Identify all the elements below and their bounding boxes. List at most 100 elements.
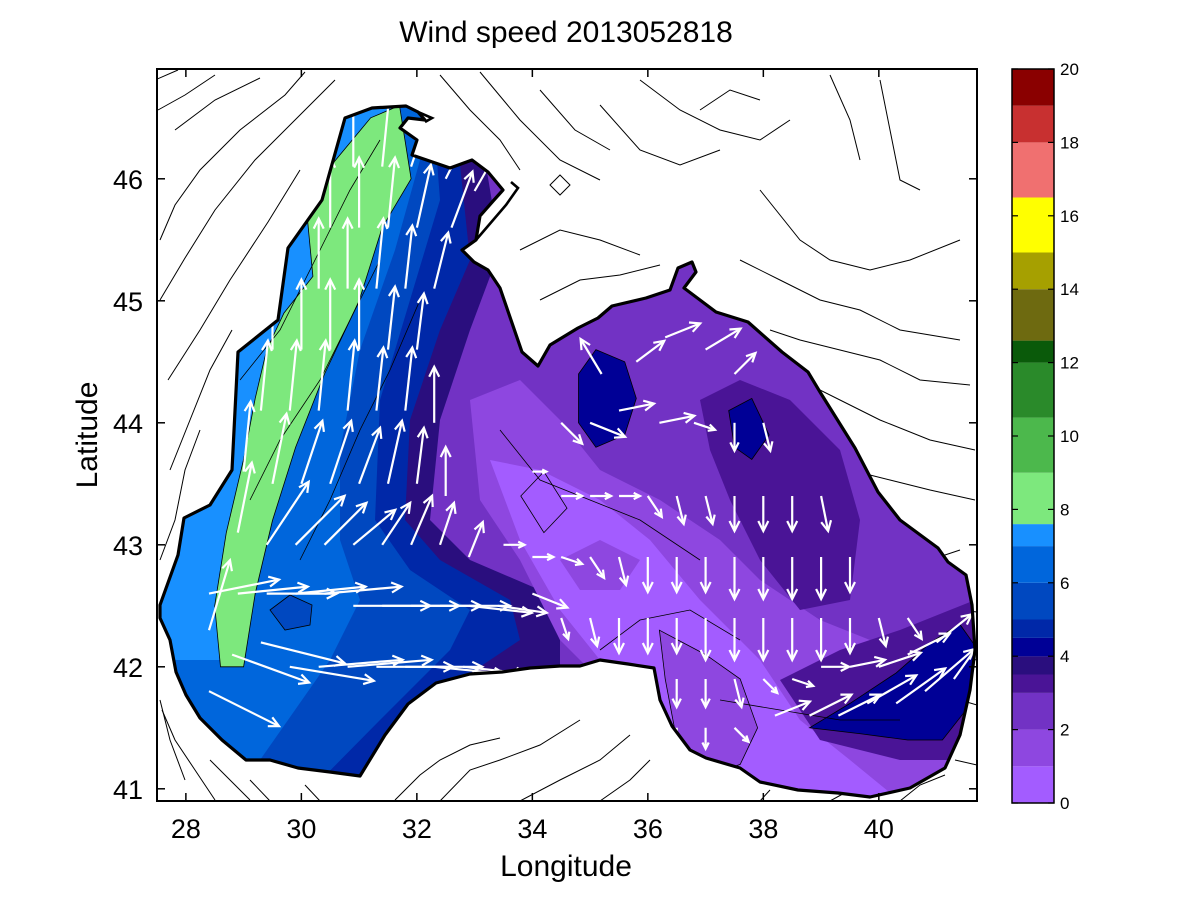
speed-band-eddy (269, 594, 313, 631)
colorbar-band (1012, 637, 1054, 657)
wind-vector (646, 495, 664, 520)
wind-vector (208, 575, 282, 595)
wind-vector (294, 494, 347, 546)
wind-vector (231, 653, 312, 685)
wind-vector (699, 618, 712, 663)
wind-vector (699, 557, 712, 595)
wind-vector (664, 321, 703, 339)
wind-vector (265, 479, 311, 546)
wind-vector (675, 495, 687, 527)
wind-vector (381, 500, 412, 546)
wind-vector (895, 666, 948, 705)
land-contour (169, 329, 233, 471)
land-contour (829, 74, 861, 161)
colorbar-band (1012, 362, 1054, 418)
colorbar-band (1012, 674, 1054, 693)
wind-vector (560, 555, 585, 567)
colorbar-tick-label: 14 (1060, 280, 1079, 299)
x-tick-label: 28 (171, 814, 201, 844)
wind-vector (815, 618, 828, 663)
wind-vector (386, 284, 400, 350)
land-contour (539, 264, 661, 301)
colorbar-tick-label: 8 (1060, 500, 1069, 519)
wind-vector (701, 727, 710, 752)
land-contour (639, 79, 791, 141)
land-contour (394, 737, 501, 801)
wind-vector (433, 230, 452, 289)
wind-vector (532, 552, 556, 562)
wind-vector (579, 336, 603, 375)
wind-vector (762, 422, 774, 454)
colorbar-tick-label: 16 (1060, 207, 1079, 226)
wind-vector (353, 277, 366, 350)
wind-vector (531, 592, 570, 610)
land-contour (304, 784, 321, 801)
wind-vector (906, 617, 924, 642)
wind-vector (560, 617, 571, 642)
wind-vector (532, 468, 549, 475)
wind-vector (415, 162, 435, 228)
wind-vector (353, 155, 366, 228)
x-tick-label: 32 (402, 814, 432, 844)
colorbar-tick-label: 18 (1060, 133, 1079, 152)
wind-vector (295, 277, 308, 350)
colorbar-band (1012, 197, 1054, 253)
land-contour (739, 259, 961, 341)
wind-vector (618, 399, 657, 412)
wind-vector (619, 491, 643, 501)
wind-vector (844, 557, 856, 595)
wind-vector (844, 618, 856, 656)
land-contour (159, 429, 201, 561)
wind-vector (236, 460, 256, 533)
wind-vector (693, 421, 718, 432)
wind-vector (670, 557, 683, 595)
x-axis-label: Longitude (500, 850, 632, 883)
y-tick-label: 44 (113, 409, 143, 439)
wind-vector (404, 345, 418, 411)
land-contour (157, 69, 179, 80)
colorbar-band (1012, 582, 1054, 620)
wind-vector (439, 444, 452, 496)
land-contour (209, 759, 251, 801)
wind-vector (589, 421, 628, 439)
wind-vector (288, 338, 302, 411)
wind-vector (428, 364, 441, 423)
x-tick-label: 40 (864, 814, 894, 844)
wind-vector (404, 223, 418, 289)
colorbar-tick-label: 4 (1060, 647, 1069, 666)
wind-vector (415, 291, 429, 350)
wind-vector (774, 699, 813, 717)
wind-vector (635, 339, 667, 363)
wind-vector (386, 155, 401, 228)
land-contour (769, 329, 971, 386)
colorbar-band (1012, 417, 1054, 473)
wind-vector (809, 693, 854, 717)
colorbar-band (1012, 524, 1054, 547)
wind-vector (729, 422, 740, 454)
wind-vector (866, 674, 919, 705)
land-contour (161, 709, 216, 801)
wind-vector (641, 618, 654, 656)
chart-title: Wind speed 2013052818 (399, 16, 733, 49)
colorbar-tick-label: 2 (1060, 721, 1069, 740)
wind-vector (242, 399, 256, 472)
plot-area (157, 69, 977, 801)
wind-vector (329, 418, 354, 485)
land-contour (159, 79, 336, 301)
wind-vector (312, 216, 325, 289)
colorbar-tick-label: 12 (1060, 354, 1079, 373)
land-contour (174, 77, 261, 131)
land-contour (599, 104, 721, 166)
y-tick-label: 42 (113, 653, 143, 683)
x-axis-ticks: 28 30 32 34 36 38 40 (171, 69, 894, 844)
wind-vector (237, 581, 311, 595)
colorbar-tick-label: 6 (1060, 574, 1069, 593)
colorbar: 0 2 4 6 8 10 12 14 16 18 20 (1011, 60, 1079, 813)
wind-vector (289, 665, 377, 686)
wind-vector (467, 519, 485, 558)
wind-vector (821, 661, 852, 672)
land-contour (699, 89, 761, 111)
land-contour (519, 734, 631, 801)
y-tick-label: 46 (113, 165, 143, 195)
speed-region-4 (808, 623, 975, 741)
